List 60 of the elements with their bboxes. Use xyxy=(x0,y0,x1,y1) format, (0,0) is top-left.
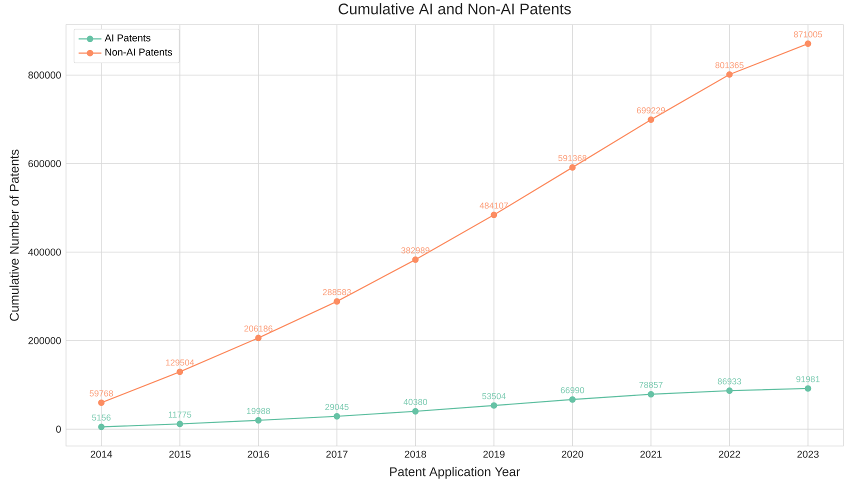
point xyxy=(176,368,184,376)
x-tick-label: 2017 xyxy=(326,450,348,458)
data-label: 382989 xyxy=(401,247,430,254)
x-axis-title: Patent Application Year xyxy=(390,466,520,479)
point xyxy=(569,396,576,403)
data-label: 86933 xyxy=(718,378,742,384)
point xyxy=(804,385,812,392)
data-label: 288583 xyxy=(322,289,351,296)
data-label: 699229 xyxy=(636,107,665,114)
point xyxy=(412,408,419,415)
data-label: 53504 xyxy=(482,393,506,400)
point xyxy=(176,420,184,428)
y-tick-label: 600000 xyxy=(28,160,61,168)
data-label: 5156 xyxy=(92,414,111,421)
x-tick-label: 2016 xyxy=(248,450,270,458)
data-label: 66990 xyxy=(560,387,584,394)
data-label: 19988 xyxy=(246,408,270,414)
data-label: 871005 xyxy=(794,31,822,38)
y-axis-title: Cumulative Number of Patents xyxy=(9,150,19,321)
point xyxy=(490,402,498,409)
data-label: 91981 xyxy=(796,376,820,382)
y-tick-label: 0 xyxy=(56,426,61,433)
data-label: 59768 xyxy=(90,390,113,396)
data-label: 11775 xyxy=(168,412,192,418)
y-tick-label: 800000 xyxy=(28,72,61,79)
data-label: 40380 xyxy=(404,398,428,406)
data-label: 484107 xyxy=(480,202,508,209)
data-label: 129504 xyxy=(166,359,194,366)
point xyxy=(648,116,654,123)
point xyxy=(255,417,262,424)
legend-label: AI Patents xyxy=(104,34,150,42)
y-tick-label: 400000 xyxy=(28,248,61,256)
point xyxy=(98,424,105,430)
point xyxy=(490,212,498,218)
data-label: 591368 xyxy=(558,155,587,162)
point xyxy=(804,40,812,47)
point xyxy=(334,413,340,420)
x-tick-label: 2022 xyxy=(718,450,740,458)
x-tick-label: 2021 xyxy=(640,450,662,458)
x-tick-label: 2014 xyxy=(90,450,112,458)
x-tick-label: 2023 xyxy=(797,450,819,458)
data-label: 801365 xyxy=(715,62,744,68)
point xyxy=(648,391,654,398)
point xyxy=(255,334,262,342)
legend-label: Non-AI Patents xyxy=(105,48,172,56)
x-tick-label: 2018 xyxy=(404,450,426,458)
point xyxy=(726,71,733,78)
y-tick-label: 200000 xyxy=(28,337,61,344)
data-label: 29045 xyxy=(325,404,349,410)
data-label: 206186 xyxy=(244,326,272,332)
x-tick-label: 2019 xyxy=(483,450,505,458)
data-label: 78857 xyxy=(639,382,663,388)
point xyxy=(412,256,419,263)
point xyxy=(98,399,105,406)
chart-title: Cumulative AI and Non-AI Patents xyxy=(338,3,571,14)
x-tick-label: 2015 xyxy=(169,450,191,458)
x-tick-label: 2020 xyxy=(562,450,584,458)
point xyxy=(334,298,340,305)
point xyxy=(726,387,733,394)
point xyxy=(569,164,576,171)
